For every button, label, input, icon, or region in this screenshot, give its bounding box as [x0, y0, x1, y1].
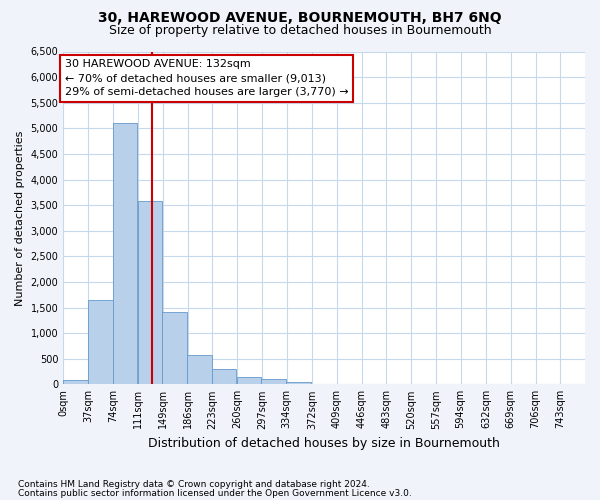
X-axis label: Distribution of detached houses by size in Bournemouth: Distribution of detached houses by size …: [148, 437, 500, 450]
Bar: [212, 369, 236, 384]
Bar: [187, 354, 212, 384]
Bar: [236, 376, 261, 384]
Bar: [113, 123, 137, 384]
Text: Size of property relative to detached houses in Bournemouth: Size of property relative to detached ho…: [109, 24, 491, 37]
Text: Contains public sector information licensed under the Open Government Licence v3: Contains public sector information licen…: [18, 490, 412, 498]
Text: 30, HAREWOOD AVENUE, BOURNEMOUTH, BH7 6NQ: 30, HAREWOOD AVENUE, BOURNEMOUTH, BH7 6N…: [98, 11, 502, 25]
Bar: [163, 312, 187, 384]
Y-axis label: Number of detached properties: Number of detached properties: [15, 130, 25, 306]
Bar: [138, 201, 162, 384]
Bar: [88, 300, 113, 384]
Bar: [286, 382, 311, 384]
Bar: [262, 379, 286, 384]
Text: 30 HAREWOOD AVENUE: 132sqm
← 70% of detached houses are smaller (9,013)
29% of s: 30 HAREWOOD AVENUE: 132sqm ← 70% of deta…: [65, 59, 348, 97]
Text: Contains HM Land Registry data © Crown copyright and database right 2024.: Contains HM Land Registry data © Crown c…: [18, 480, 370, 489]
Bar: [64, 380, 88, 384]
